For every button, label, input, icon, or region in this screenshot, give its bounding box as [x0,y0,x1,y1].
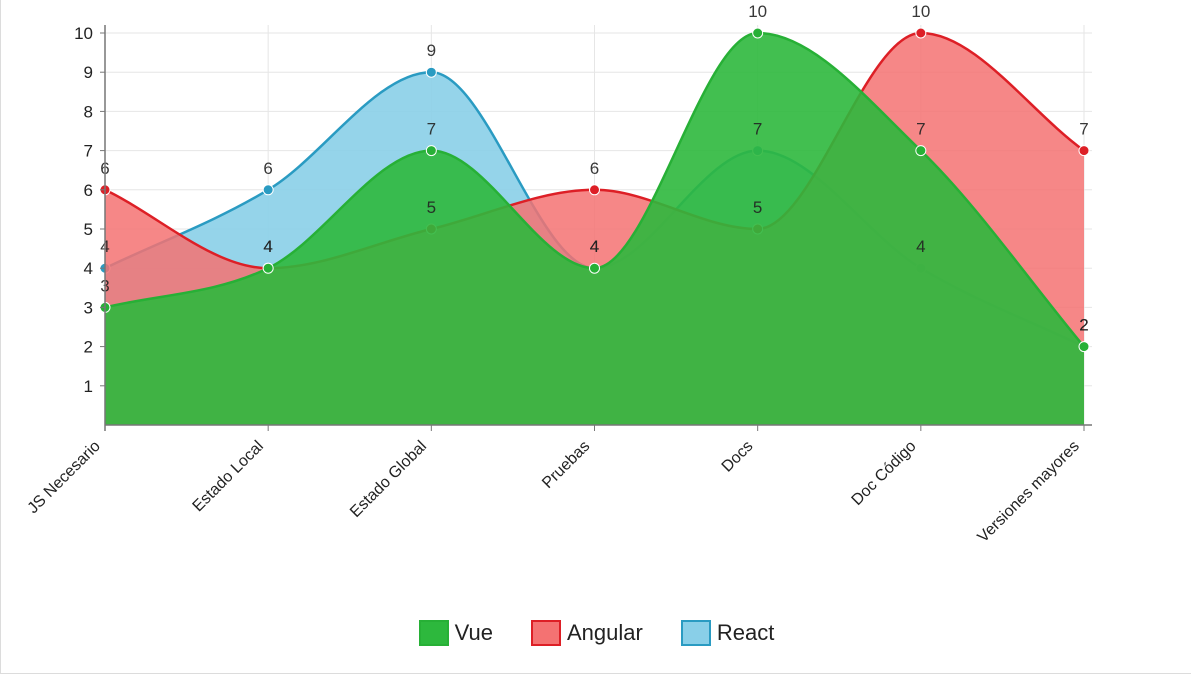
data-label-react: 2 [1079,316,1088,335]
point-angular[interactable] [589,184,600,196]
data-label-vue: 2 [1079,316,1088,335]
x-tick-label: Docs [719,438,757,476]
data-label-angular: 6 [590,159,599,178]
point-angular[interactable] [915,27,927,39]
x-tick-label: Estado Global [347,438,430,521]
y-tick-label: 3 [84,298,93,317]
point-react[interactable] [425,66,437,78]
point-vue[interactable] [262,262,274,274]
point-angular[interactable] [1078,145,1090,157]
x-tick-labels: JS Necesario Estado Local Estado Global Pru… [25,425,1085,546]
y-tick-label: 5 [84,220,93,239]
legend-swatch [531,620,561,646]
y-tick-label: 6 [84,181,93,200]
x-tick-label: JS Necesario [25,438,104,517]
point-vue[interactable] [752,27,764,39]
data-label-vue: 7 [916,120,925,139]
y-tick-label: 4 [84,259,93,278]
point-vue[interactable] [915,145,927,157]
area-chart: 4694742645651073474107212345678910JS Nec… [25,2,1092,546]
data-label-vue: 10 [748,2,767,21]
x-tick-label: Doc Código [849,438,920,509]
data-label-react: 6 [263,159,272,178]
legend-item-angular[interactable]: Angular [531,620,643,646]
y-tick-label: 10 [74,24,93,43]
point-vue[interactable] [1078,341,1090,353]
data-label-angular: 7 [1079,120,1088,139]
area-vue [105,33,1084,425]
y-tick-label: 8 [84,102,93,121]
legend-item-react[interactable]: React [680,620,775,646]
point-vue[interactable] [589,262,600,274]
data-label-react: 9 [427,41,436,60]
data-label-angular: 5 [753,198,762,217]
x-tick-label: Versiones mayores [975,438,1083,546]
x-tick-label: Estado Local [190,438,267,515]
x-tick-label: Pruebas [539,438,593,492]
data-label-react: 7 [753,120,762,139]
y-tick-label: 2 [84,338,93,357]
data-label-vue: 7 [427,120,436,139]
legend: Vue Angular React [1,614,1191,652]
legend-item-vue[interactable]: Vue [418,620,493,646]
series-vue [99,27,1090,425]
data-label-angular: 10 [911,2,930,21]
point-react[interactable] [262,184,274,196]
data-label-vue: 4 [590,237,599,256]
legend-label: Angular [567,620,643,645]
point-vue[interactable] [425,145,437,157]
data-label-react: 4 [590,237,599,256]
data-label-react: 4 [916,237,925,256]
y-tick-labels: 1 2 3 4 5 6 7 8 9 10 [74,24,105,396]
data-label-angular: 5 [427,198,436,217]
legend-swatch [418,620,449,646]
y-tick-label: 7 [84,142,93,161]
y-tick-label: 9 [84,63,93,82]
legend-label: React [716,620,775,645]
data-label-vue: 4 [263,237,272,256]
legend-swatch [680,620,711,646]
legend-label: Vue [454,620,493,645]
y-tick-label: 1 [84,377,93,396]
data-label-angular: 4 [263,237,272,256]
